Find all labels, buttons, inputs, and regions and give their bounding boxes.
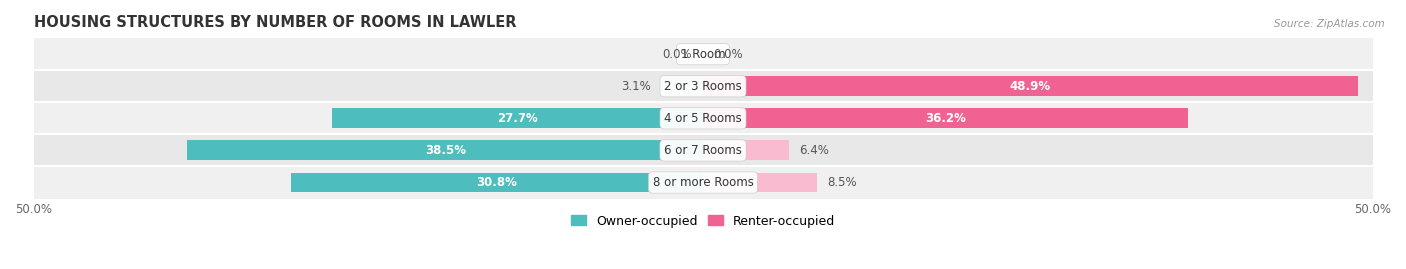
Text: 48.9%: 48.9% <box>1010 80 1050 93</box>
Text: 1 Room: 1 Room <box>681 48 725 61</box>
Bar <box>34 134 1372 167</box>
Bar <box>291 172 703 192</box>
Text: 0.0%: 0.0% <box>714 48 744 61</box>
Text: 2 or 3 Rooms: 2 or 3 Rooms <box>664 80 742 93</box>
Text: 27.7%: 27.7% <box>498 112 538 125</box>
Bar <box>661 76 703 96</box>
Text: 4 or 5 Rooms: 4 or 5 Rooms <box>664 112 742 125</box>
Bar <box>332 108 703 128</box>
Bar <box>34 167 1372 199</box>
Bar <box>703 76 1358 96</box>
Bar <box>34 38 1372 70</box>
Text: 3.1%: 3.1% <box>621 80 651 93</box>
Bar <box>34 70 1372 102</box>
Text: 6 or 7 Rooms: 6 or 7 Rooms <box>664 144 742 157</box>
Text: 8.5%: 8.5% <box>828 176 858 189</box>
Bar <box>703 140 789 160</box>
Text: HOUSING STRUCTURES BY NUMBER OF ROOMS IN LAWLER: HOUSING STRUCTURES BY NUMBER OF ROOMS IN… <box>34 15 516 30</box>
Text: 6.4%: 6.4% <box>800 144 830 157</box>
Text: Source: ZipAtlas.com: Source: ZipAtlas.com <box>1274 19 1385 29</box>
Text: 30.8%: 30.8% <box>477 176 517 189</box>
Legend: Owner-occupied, Renter-occupied: Owner-occupied, Renter-occupied <box>571 215 835 228</box>
Bar <box>34 102 1372 134</box>
Text: 0.0%: 0.0% <box>662 48 692 61</box>
Bar <box>703 172 817 192</box>
Bar <box>703 108 1188 128</box>
Text: 36.2%: 36.2% <box>925 112 966 125</box>
Text: 38.5%: 38.5% <box>425 144 465 157</box>
Bar <box>187 140 703 160</box>
Text: 8 or more Rooms: 8 or more Rooms <box>652 176 754 189</box>
